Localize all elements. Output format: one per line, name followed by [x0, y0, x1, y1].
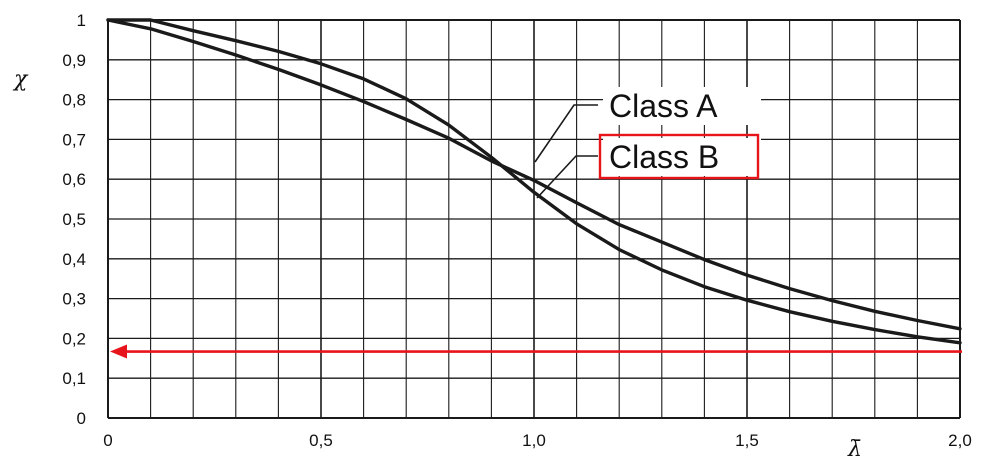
grid [107, 19, 961, 419]
y-tick-label: 0 [77, 409, 86, 428]
y-axis-label: χ [12, 67, 29, 92]
legend-label-background [603, 138, 761, 176]
x-tick-label: 0,5 [309, 431, 333, 450]
red-arrow-head [110, 344, 127, 359]
legend-label-class-b: Class B [609, 139, 719, 175]
legend: Class A Class B [534, 87, 761, 199]
legend-label-background [603, 87, 761, 125]
x-tick-label: 0 [103, 431, 112, 450]
y-tick-label: 0,2 [62, 329, 86, 348]
tick-labels: 0 0,1 0,2 0,3 0,4 0,5 0,6 0,7 0,8 0,9 1 0 0,5 1,0 1,5 2… [62, 11, 971, 450]
y-tick-label: 0,9 [62, 51, 86, 70]
y-tick-label: 1 [77, 11, 86, 30]
axis-labels: χ λ̄ [12, 67, 862, 462]
y-tick-label: 0,5 [62, 210, 86, 229]
legend-leader-line [536, 155, 598, 199]
y-tick-label: 0,6 [62, 170, 86, 189]
x-tick-label: 2,0 [948, 431, 972, 450]
curves [106, 18, 962, 345]
y-tick-label: 0,7 [62, 130, 86, 149]
x-tick-label: 1,5 [735, 431, 759, 450]
legend-label-class-a: Class A [609, 88, 718, 124]
series-line-class-b [106, 18, 962, 331]
y-tick-label: 0,8 [62, 91, 86, 110]
legend-leader-line [534, 104, 598, 163]
series-line-class-a [106, 18, 962, 345]
x-axis-label: λ̄ [847, 437, 862, 462]
y-tick-label: 0,4 [62, 250, 86, 269]
highlight-box [598, 133, 760, 180]
x-tick-label: 1,0 [522, 431, 546, 450]
annotations [110, 344, 962, 359]
y-tick-label: 0,1 [62, 369, 86, 388]
y-tick-label: 0,3 [62, 290, 86, 309]
